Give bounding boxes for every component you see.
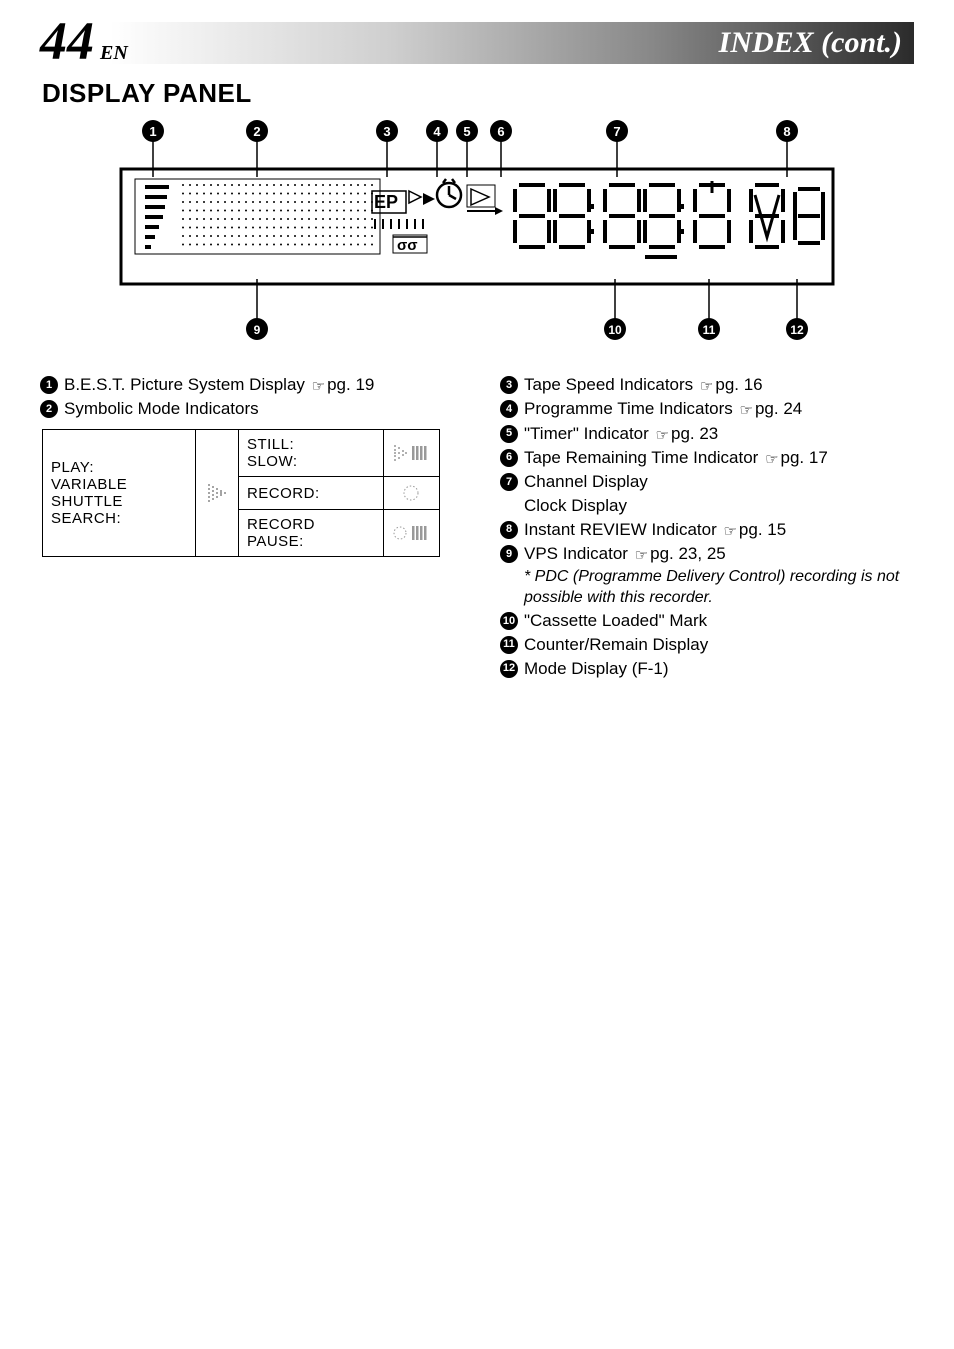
mode-table-col2-icon xyxy=(196,430,239,557)
page-number: 44 EN xyxy=(40,14,128,68)
legend-item-text: Counter/Remain Display xyxy=(524,634,708,657)
svg-text:6: 6 xyxy=(497,124,504,139)
svg-text:4: 4 xyxy=(433,124,441,139)
page-lang-tag: EN xyxy=(100,42,128,64)
legend-item-3: 3 Tape Speed Indicators ☞pg. 16 xyxy=(500,374,914,397)
legend-item-10: 10 "Cassette Loaded" Mark xyxy=(500,610,914,633)
svg-text:7: 7 xyxy=(613,124,620,139)
svg-text:8: 8 xyxy=(783,124,790,139)
legend-item-1: 1 B.E.S.T. Picture System Display ☞pg. 19 xyxy=(40,374,470,397)
svg-text:2: 2 xyxy=(253,124,260,139)
legend-item-text: B.E.S.T. Picture System Display ☞pg. 19 xyxy=(64,374,374,397)
legend-item-text: Mode Display (F-1) xyxy=(524,658,669,681)
display-panel-svg: 12345678 EP xyxy=(97,119,857,349)
legend-item-9-note: * PDC (Programme Delivery Control) recor… xyxy=(524,567,914,609)
svg-text:9: 9 xyxy=(254,323,261,337)
display-panel-diagram: 12345678 EP xyxy=(40,119,914,349)
callout-badge-7: 7 xyxy=(500,473,518,491)
callout-badge-8: 8 xyxy=(500,521,518,539)
page-ref-icon: ☞ xyxy=(765,450,778,470)
svg-text:5: 5 xyxy=(463,124,470,139)
page-number-value: 44 xyxy=(40,11,94,71)
mode-col1-line: PLAY: xyxy=(51,459,187,476)
mode-row-2-label: RECORD PAUSE: xyxy=(238,510,383,557)
mode-row-2-icon xyxy=(383,510,439,557)
legend-left-column: 1 B.E.S.T. Picture System Display ☞pg. 19… xyxy=(40,373,470,557)
callout-badge-6: 6 xyxy=(500,449,518,467)
legend-right-column: 3 Tape Speed Indicators ☞pg. 16 4 Programme… xyxy=(500,373,914,682)
svg-text:11: 11 xyxy=(703,323,716,337)
page-ref-icon: ☞ xyxy=(312,377,325,397)
svg-text:σσ: σσ xyxy=(397,237,418,254)
mode-row-0-icon xyxy=(383,430,439,477)
page-reference: ☞pg. 23 xyxy=(654,424,719,443)
page-reference: ☞pg. 17 xyxy=(763,448,828,467)
page-reference: ☞pg. 15 xyxy=(721,520,786,539)
legend-item-4: 4 Programme Time Indicators ☞pg. 24 xyxy=(500,398,914,421)
mode-indicator-table: PLAY:VARIABLESHUTTLE SEARCH: STILL:SLOW:… xyxy=(42,429,440,557)
legend-item-7: 7 Channel Display xyxy=(500,471,914,494)
callout-badge-9: 9 xyxy=(500,545,518,563)
svg-text:10: 10 xyxy=(608,323,622,337)
mode-row-1-icon xyxy=(383,477,439,510)
svg-text:3: 3 xyxy=(383,124,390,139)
page-ref-icon: ☞ xyxy=(723,522,736,542)
legend-item-12: 12 Mode Display (F-1) xyxy=(500,658,914,681)
callout-badge-12: 12 xyxy=(500,660,518,678)
page-reference: ☞pg. 19 xyxy=(310,375,375,394)
legend-item-5: 5 "Timer" Indicator ☞pg. 23 xyxy=(500,423,914,446)
mode-row-1-label: RECORD: xyxy=(238,477,383,510)
page-ref-icon: ☞ xyxy=(740,401,753,421)
callout-badge-1: 1 xyxy=(40,376,58,394)
page-header-band: 44EN INDEX (cont.) xyxy=(40,22,914,64)
callout-badge-11: 11 xyxy=(500,636,518,654)
legend-item-11: 11 Counter/Remain Display xyxy=(500,634,914,657)
svg-text:12: 12 xyxy=(790,323,804,337)
legend-item-text: Symbolic Mode Indicators xyxy=(64,398,259,421)
page-reference: ☞pg. 24 xyxy=(738,399,803,418)
legend-item-text: Tape Remaining Time Indicator ☞pg. 17 xyxy=(524,447,828,470)
callout-badge-10: 10 xyxy=(500,612,518,630)
legend-item-8: 8 Instant REVIEW Indicator ☞pg. 15 xyxy=(500,519,914,542)
legend-item-7-sub: Clock Display xyxy=(524,495,914,518)
header-section-title: INDEX (cont.) xyxy=(719,26,902,60)
legend-item-text: Programme Time Indicators ☞pg. 24 xyxy=(524,398,802,421)
manual-page: 44EN INDEX (cont.) DISPLAY PANEL 1234567… xyxy=(0,0,954,722)
legend-item-text: "Cassette Loaded" Mark xyxy=(524,610,707,633)
legend-item-2: 2 Symbolic Mode Indicators xyxy=(40,398,470,421)
mode-col1-line: VARIABLE xyxy=(51,476,187,493)
page-ref-icon: ☞ xyxy=(635,546,648,566)
legend-item-text: "Timer" Indicator ☞pg. 23 xyxy=(524,423,718,446)
legend-item-text: Channel Display xyxy=(524,471,648,494)
callout-badge-2: 2 xyxy=(40,400,58,418)
svg-text:EP: EP xyxy=(374,192,398,212)
legend-columns: 1 B.E.S.T. Picture System Display ☞pg. 19… xyxy=(40,373,914,682)
callout-badge-4: 4 xyxy=(500,400,518,418)
mode-table-col1: PLAY:VARIABLESHUTTLE SEARCH: xyxy=(43,430,196,557)
legend-item-6: 6 Tape Remaining Time Indicator ☞pg. 17 xyxy=(500,447,914,470)
callout-badge-3: 3 xyxy=(500,376,518,394)
callout-badge-5: 5 xyxy=(500,425,518,443)
legend-item-text: VPS Indicator ☞pg. 23, 25 xyxy=(524,543,726,566)
legend-item-9: 9 VPS Indicator ☞pg. 23, 25 xyxy=(500,543,914,566)
page-ref-icon: ☞ xyxy=(656,426,669,446)
page-reference: ☞pg. 16 xyxy=(698,375,763,394)
svg-text:1: 1 xyxy=(149,124,156,139)
section-title: DISPLAY PANEL xyxy=(42,78,914,109)
mode-col1-line: SHUTTLE SEARCH: xyxy=(51,493,187,527)
page-reference: ☞pg. 23, 25 xyxy=(633,544,726,563)
legend-item-text: Tape Speed Indicators ☞pg. 16 xyxy=(524,374,763,397)
legend-item-text: Instant REVIEW Indicator ☞pg. 15 xyxy=(524,519,786,542)
mode-row-0-label: STILL:SLOW: xyxy=(238,430,383,477)
page-ref-icon: ☞ xyxy=(700,377,713,397)
